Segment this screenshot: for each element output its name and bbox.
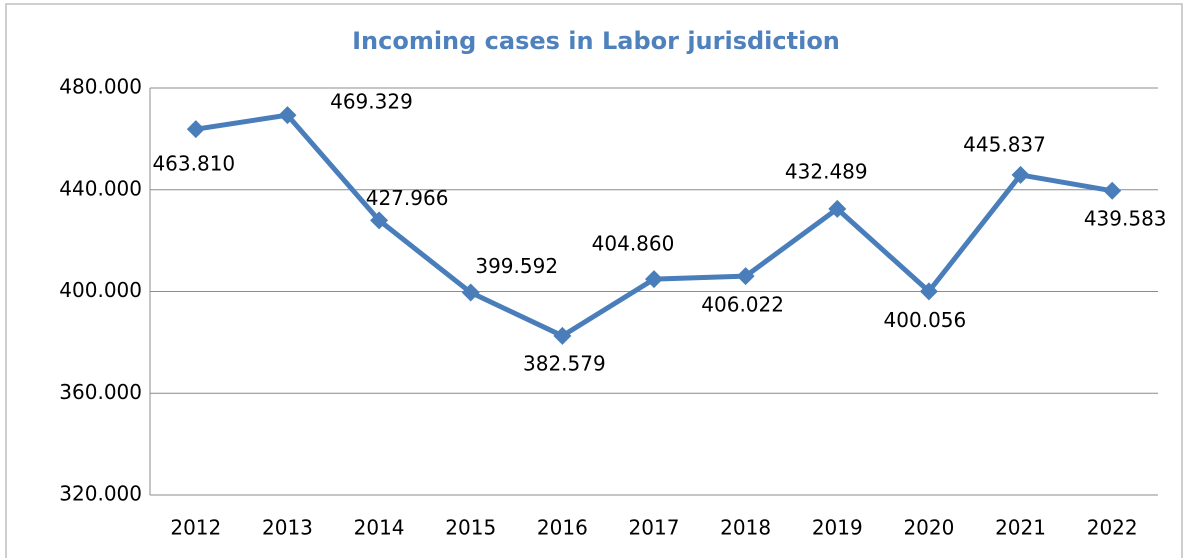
marker xyxy=(1103,181,1122,200)
data-label: 439.583 xyxy=(1084,206,1167,230)
y-tick-label: 360.000 xyxy=(59,380,142,404)
data-label: 432.489 xyxy=(785,159,868,183)
x-tick-label: 2015 xyxy=(445,516,496,540)
marker xyxy=(278,106,297,125)
x-tick-label: 2018 xyxy=(720,516,771,540)
marker xyxy=(553,326,572,345)
data-label: 404.860 xyxy=(592,232,675,256)
y-tick-label: 320.000 xyxy=(59,482,142,506)
marker xyxy=(645,270,663,289)
x-tick-label: 2017 xyxy=(629,516,680,540)
x-tick-label: 2021 xyxy=(995,516,1046,540)
y-tick-label: 440.000 xyxy=(59,176,142,200)
y-tick-label: 480.000 xyxy=(59,75,142,99)
data-label: 427.966 xyxy=(366,186,449,210)
data-label: 445.837 xyxy=(963,132,1046,156)
x-tick-label: 2022 xyxy=(1087,516,1138,540)
x-tick-label: 2020 xyxy=(903,516,954,540)
chart-border xyxy=(5,3,1183,558)
data-label: 382.579 xyxy=(523,351,606,375)
chart-title: Incoming cases in Labor jurisdiction xyxy=(352,27,840,55)
marker xyxy=(736,267,755,286)
x-tick-label: 2014 xyxy=(354,516,405,540)
data-label: 406.022 xyxy=(701,293,784,317)
x-tick-label: 2012 xyxy=(170,516,221,540)
x-tick-label: 2013 xyxy=(262,516,313,540)
marker xyxy=(461,283,480,302)
data-label: 399.592 xyxy=(475,254,558,278)
x-tick-label: 2019 xyxy=(812,516,863,540)
data-label: 469.329 xyxy=(330,90,413,114)
data-label: 400.056 xyxy=(884,308,967,332)
x-tick-label: 2016 xyxy=(537,516,588,540)
marker xyxy=(370,211,389,230)
y-tick-label: 400.000 xyxy=(59,278,142,302)
marker xyxy=(919,282,938,301)
marker xyxy=(1011,165,1030,184)
marker xyxy=(186,120,205,139)
marker xyxy=(828,199,847,218)
data-label: 463.810 xyxy=(152,152,235,176)
